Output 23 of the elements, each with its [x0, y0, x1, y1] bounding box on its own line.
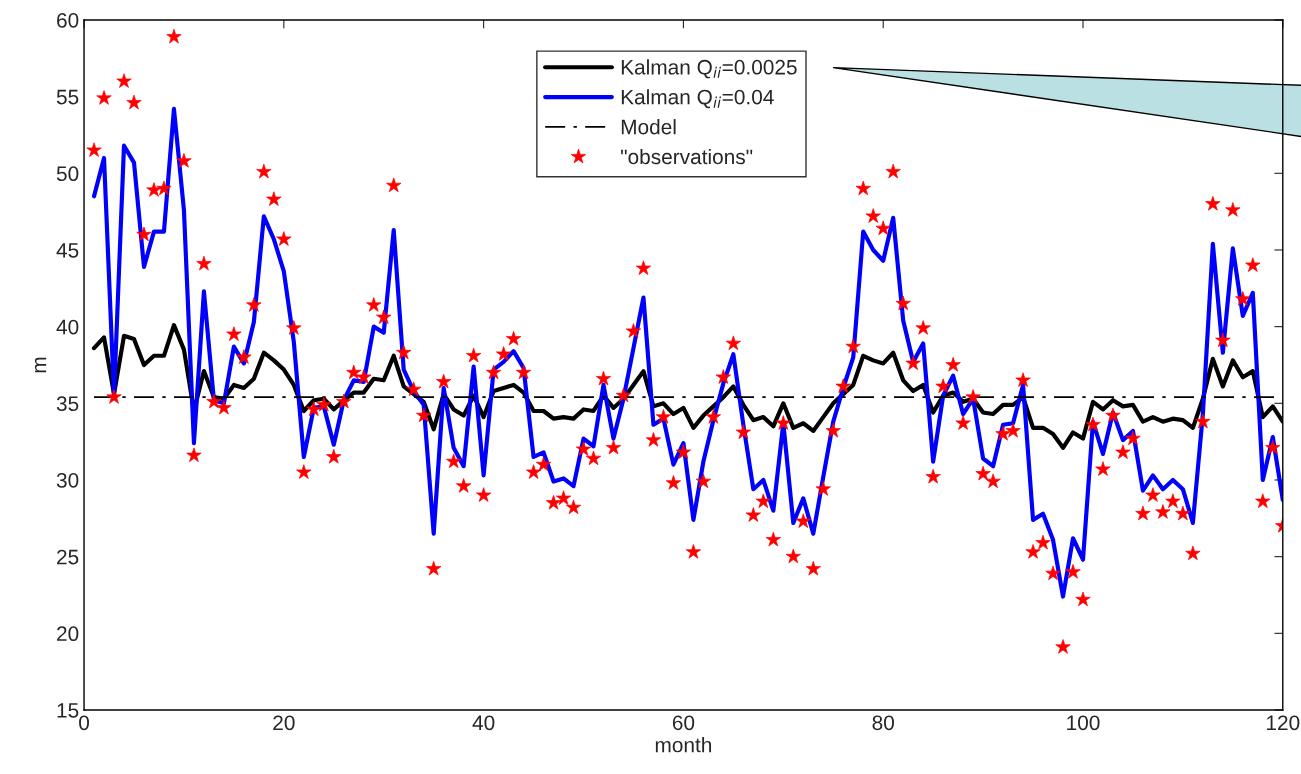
y-tick-label: 15	[57, 703, 79, 718]
legend-label: Kalman Q$_{ii}$=0.04	[621, 89, 774, 109]
x-tick-label: 40	[472, 715, 495, 731]
y-tick-label: 25	[57, 549, 79, 565]
x-tick-label: 120	[1267, 715, 1300, 731]
y-tick-label: 50	[56, 166, 79, 182]
x-tick-label: 60	[672, 715, 695, 731]
x-tick-label: 80	[872, 715, 894, 731]
x-tick-label: 0	[79, 715, 90, 731]
y-axis-title: m	[34, 357, 47, 373]
x-tick-label: 20	[273, 715, 295, 731]
y-tick-label: 20	[57, 626, 79, 642]
legend-label: Kalman Q$_{ii}$=0.0025	[621, 59, 797, 79]
y-tick-label: 35	[56, 396, 79, 412]
x-axis-title: month	[655, 737, 712, 753]
legend-label: Model	[621, 119, 676, 135]
legend-label: "observations"	[621, 148, 753, 165]
y-tick-label: 60	[57, 12, 79, 28]
y-tick-label: 45	[56, 243, 79, 258]
x-tick-label: 100	[1067, 715, 1100, 731]
y-tick-label: 55	[56, 89, 79, 105]
y-tick-label: 40	[56, 319, 79, 335]
y-tick-label: 30	[56, 472, 79, 488]
